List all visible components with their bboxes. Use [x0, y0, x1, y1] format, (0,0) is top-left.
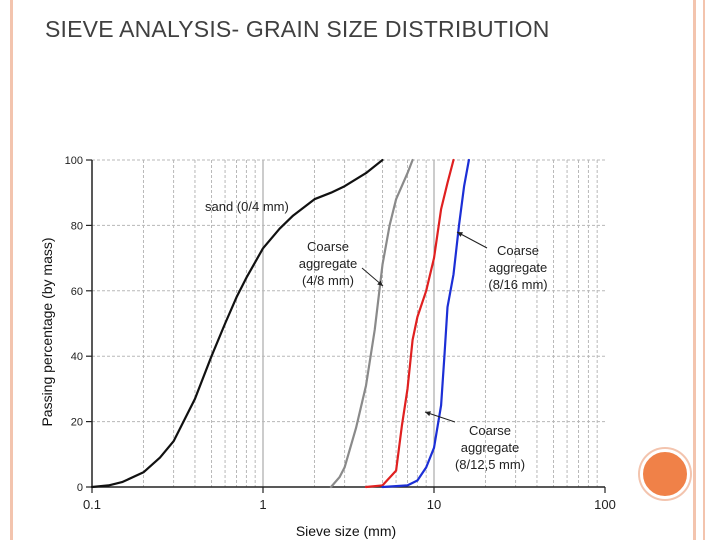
- series-line-coarse-8-16: [381, 158, 470, 489]
- slide-frame-right: [693, 0, 720, 540]
- x-tick-label: 10: [427, 497, 441, 512]
- decorative-circle: [640, 449, 690, 499]
- y-tick-label: 20: [71, 417, 83, 429]
- x-tick-label: 1: [259, 497, 266, 512]
- y-tick-label: 80: [71, 220, 83, 232]
- series-line-coarse-8-12-5: [364, 158, 455, 489]
- chart-grid: [91, 159, 605, 488]
- y-tick-label: 0: [77, 482, 83, 494]
- chart-series: [90, 158, 470, 489]
- series-line-sand: [90, 158, 384, 489]
- annotation-coarse-8-16: Coarse aggregate (8/16 mm): [488, 243, 547, 292]
- leader-arrowhead: [457, 232, 463, 237]
- slide-frame-right-line: [703, 0, 705, 540]
- annotation-coarse-4-8: Coarse aggregate (4/8 mm): [299, 239, 358, 288]
- y-tick-label: 40: [71, 351, 83, 363]
- slide-title: SIEVE ANALYSIS- GRAIN SIZE DISTRIBUTION: [45, 16, 550, 42]
- x-tick-label: 100: [594, 497, 616, 512]
- y-axis-label: Passing percentage (by mass): [39, 237, 55, 426]
- slide-frame-left: [0, 0, 13, 540]
- x-axis-label: Sieve size (mm): [296, 523, 396, 539]
- chart-annotations: sand (0/4 mm) Coarse aggregate (4/8 mm) Coar…: [205, 199, 548, 472]
- annotation-coarse-8-12-5: Coarse aggregate (8/12,5 mm): [455, 423, 525, 472]
- leader-arrowhead: [377, 280, 383, 286]
- chart-axes: 0 20 40 60 80 100 0.1 1 10 100: [65, 155, 616, 512]
- leader-arrowhead: [425, 411, 431, 417]
- y-tick-label: 60: [71, 286, 83, 298]
- annotation-sand: sand (0/4 mm): [205, 199, 289, 214]
- x-tick-label: 0.1: [83, 497, 101, 512]
- y-tick-label: 100: [65, 155, 83, 167]
- leader-coarse-8-16: [456, 231, 488, 249]
- series-line-coarse-4-8: [329, 158, 414, 489]
